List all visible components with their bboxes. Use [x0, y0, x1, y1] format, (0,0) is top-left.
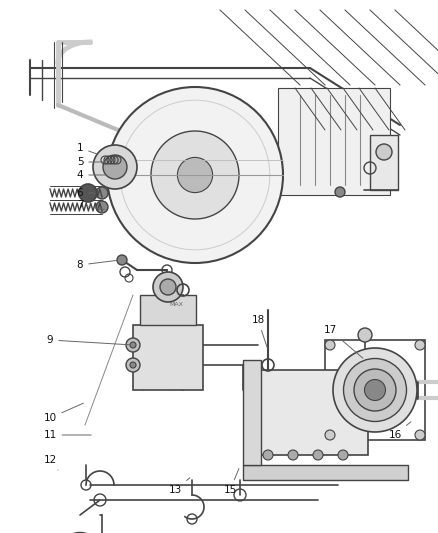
Text: 13: 13: [168, 478, 190, 495]
Circle shape: [79, 184, 97, 202]
Circle shape: [338, 450, 348, 460]
Circle shape: [151, 131, 239, 219]
Circle shape: [415, 430, 425, 440]
Circle shape: [96, 201, 108, 213]
Text: 8: 8: [77, 260, 117, 270]
Circle shape: [263, 450, 273, 460]
Circle shape: [358, 328, 372, 342]
Text: 16: 16: [389, 422, 411, 440]
Circle shape: [103, 155, 127, 179]
Bar: [370, 135, 398, 190]
Circle shape: [354, 369, 396, 411]
Circle shape: [107, 87, 283, 263]
Text: 9: 9: [47, 335, 130, 345]
Circle shape: [364, 379, 385, 400]
Circle shape: [126, 338, 140, 352]
Text: MAX: MAX: [169, 303, 183, 308]
Bar: [258, 370, 368, 455]
Circle shape: [93, 145, 137, 189]
Circle shape: [130, 362, 136, 368]
Text: 11: 11: [43, 430, 91, 440]
Text: 18: 18: [251, 315, 267, 348]
Text: 17: 17: [323, 325, 363, 358]
Bar: [243, 360, 261, 465]
Circle shape: [288, 450, 298, 460]
Text: 15: 15: [223, 469, 239, 495]
Text: 1: 1: [77, 143, 97, 154]
Circle shape: [177, 157, 212, 192]
Circle shape: [325, 430, 335, 440]
Circle shape: [126, 358, 140, 372]
Text: 6: 6: [77, 188, 94, 198]
Circle shape: [343, 359, 406, 422]
Circle shape: [335, 187, 345, 197]
Circle shape: [333, 348, 417, 432]
Circle shape: [376, 144, 392, 160]
Circle shape: [325, 340, 335, 350]
Text: 5: 5: [77, 157, 105, 167]
Circle shape: [313, 450, 323, 460]
Circle shape: [160, 279, 176, 295]
Circle shape: [117, 255, 127, 265]
Bar: [133, 325, 203, 390]
Text: 12: 12: [43, 455, 58, 470]
Circle shape: [153, 272, 183, 302]
Bar: [325, 340, 425, 440]
Text: 10: 10: [43, 403, 84, 423]
Circle shape: [415, 340, 425, 350]
Circle shape: [96, 187, 108, 199]
Text: 4: 4: [77, 170, 105, 180]
Circle shape: [130, 342, 136, 348]
Polygon shape: [278, 88, 390, 195]
Text: 7: 7: [77, 200, 104, 210]
Polygon shape: [243, 465, 408, 480]
Polygon shape: [140, 295, 196, 325]
